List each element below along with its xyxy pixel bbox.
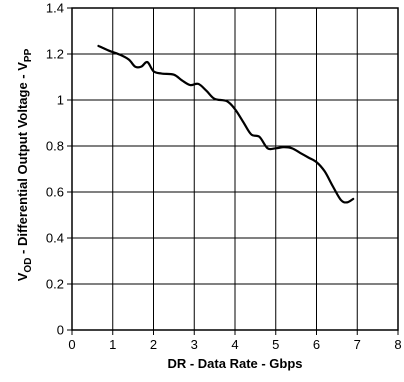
series-line	[97, 44, 355, 204]
x-tick-label: 4	[231, 337, 238, 352]
x-tick-label: 5	[272, 337, 279, 352]
y-axis-title-part: V	[15, 272, 30, 281]
y-axis-ticks: 0 0.2 0.4 0.6 0.8 1 1.2 1.4	[46, 1, 72, 338]
x-tick-label: 8	[394, 337, 401, 352]
x-axis-ticks: 0 1 2 3 4 5 6 7 8	[68, 330, 402, 352]
x-tick-label: 3	[191, 337, 198, 352]
y-tick-label: 0.4	[46, 231, 64, 246]
y-tick-label: 0.2	[46, 277, 64, 292]
y-tick-label: 1.2	[46, 47, 64, 62]
x-tick-label: 0	[68, 337, 75, 352]
y-tick-label: 1	[57, 93, 64, 108]
x-axis-title: DR - Data Rate - Gbps	[167, 356, 302, 371]
x-tick-label: 6	[313, 337, 320, 352]
y-tick-label: 0.6	[46, 185, 64, 200]
y-tick-label: 0.8	[46, 139, 64, 154]
x-tick-label: 7	[354, 337, 361, 352]
x-tick-label: 1	[109, 337, 116, 352]
x-tick-label: 2	[150, 337, 157, 352]
y-axis-title-subscript: OD	[23, 258, 34, 273]
y-tick-label: 1.4	[46, 1, 64, 16]
y-tick-label: 0	[57, 323, 64, 338]
y-axis-title-subscript: PP	[23, 48, 34, 62]
grid	[72, 8, 398, 330]
y-axis-title: VOD - Differential Output Voltage - VPP	[15, 48, 34, 281]
series-layer	[97, 44, 355, 204]
y-axis-title-part: - Differential Output Voltage - V	[15, 62, 30, 258]
